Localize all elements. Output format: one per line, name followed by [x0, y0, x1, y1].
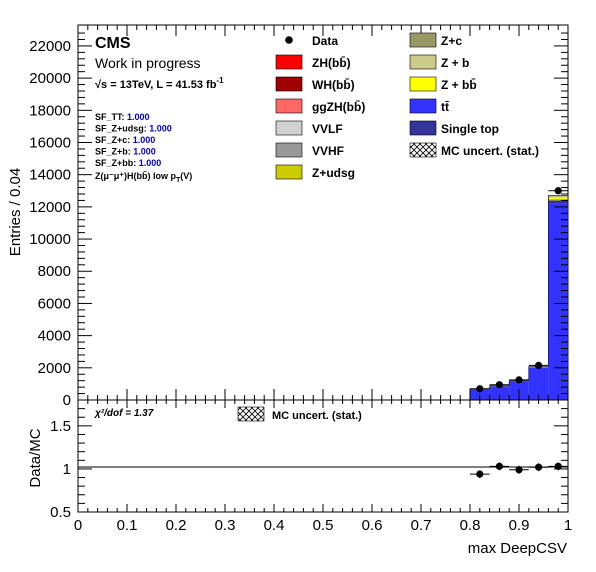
region-label: Z(μ⁻μ⁺)H(bb̄) low pT(V): [95, 171, 192, 184]
bar-4-4: [548, 196, 568, 198]
x-tick-label: 0.5: [313, 517, 334, 534]
chi2-label: χ²/dof = 1.37: [94, 408, 154, 419]
legend-marker: [285, 36, 293, 44]
legend-label: ZH(bb̄): [312, 56, 351, 70]
legend-swatch: [275, 76, 303, 92]
x-axis-title: max DeepCSV: [468, 540, 567, 557]
ratio-points: [470, 462, 568, 479]
legend-swatch: [275, 142, 303, 158]
scale-factor-item: SF_Z+bb: 1.000: [95, 158, 161, 168]
y-tick-label: 20000: [29, 70, 71, 87]
ratio-point-0: [476, 470, 484, 478]
data-point-2: [515, 376, 523, 384]
scale-factor-item: SF_Z+udsg: 1.000: [95, 124, 172, 134]
bar-0-0: [470, 389, 490, 400]
legend-swatch: [409, 76, 437, 92]
bar-0-4: [548, 203, 568, 400]
y-tick-label: 4000: [38, 328, 71, 345]
ratio-point-4: [554, 462, 562, 470]
ratio-point-2: [515, 466, 523, 474]
y-tick-label: 14000: [29, 167, 71, 184]
legend-label: MC uncert. (stat.): [441, 144, 539, 158]
legend-label: Single top: [441, 122, 499, 136]
legend-swatch: [275, 120, 303, 136]
main-x-ticks: [77, 25, 569, 400]
x-tick-label: 0.6: [362, 517, 383, 534]
legend-swatch: [409, 120, 437, 136]
y-tick-label: 22000: [29, 38, 71, 55]
x-tick-label: 0.4: [264, 517, 285, 534]
legend-swatch: [409, 32, 437, 48]
ratio-x-ticks: 0 0.1 0.2 0.3 0.4 0.5 0.6 0.7 0.8 0.9 1: [74, 400, 572, 534]
bar-5-4: [548, 195, 568, 197]
x-tick-label: 0.3: [215, 517, 236, 534]
y-tick-label: 6000: [38, 295, 71, 312]
ratio-y-tick-label: 0.5: [50, 504, 71, 521]
legend-label: Z + bb̄: [441, 78, 477, 92]
status-label: Work in progress: [95, 55, 201, 71]
y-tick-label: 18000: [29, 102, 71, 119]
data-point-0: [476, 385, 484, 393]
ratio-y-ticks: 0.5 1 1.5: [50, 399, 568, 521]
legend-label: tt̄: [441, 100, 449, 114]
legend-swatch: [409, 54, 437, 70]
x-tick-label: 1: [564, 517, 572, 534]
ratio-y-tick-label: 1.5: [50, 418, 71, 435]
y-tick-label: 8000: [38, 263, 71, 280]
ratio-point-3: [535, 463, 543, 471]
legend-swatch: [275, 164, 303, 180]
ratio-y-tick-label: 1: [63, 461, 71, 478]
data-point-4: [554, 187, 562, 195]
bar-2-4: [548, 198, 568, 201]
stacked-histograms: [469, 195, 569, 400]
bar-0-3: [528, 367, 549, 400]
experiment-label: CMS: [95, 35, 131, 52]
y-tick-label: 12000: [29, 199, 71, 216]
y-tick-label: 16000: [29, 134, 71, 151]
y-axis-title: Entries / 0.04: [7, 168, 24, 256]
scale-factor-item: SF_Z+b: 1.000: [95, 147, 156, 157]
legend-label: Data: [312, 34, 338, 48]
x-tick-label: 0.9: [509, 517, 530, 534]
legend-label: Z+udsg: [312, 166, 355, 180]
legend: Data ZH(bb̄) WH(bb̄) ggZH(bb̄) VVLF VVHF Z+uds…: [275, 32, 539, 180]
y-tick-label: 0: [63, 392, 71, 409]
bar-0-1: [489, 386, 510, 400]
data-point-3: [535, 361, 543, 369]
legend-label: ggZH(bb̄): [312, 100, 365, 114]
bar-3-4: [548, 197, 568, 199]
ratio-legend-hatch-icon: [237, 406, 265, 422]
scale-factor-item: SF_TT: 1.000: [95, 112, 150, 122]
data-points: [470, 187, 568, 393]
ratio-y-axis-title: Data/MC: [27, 428, 44, 487]
legend-hatch-swatch: [409, 142, 437, 158]
x-tick-label: 0.8: [460, 517, 481, 534]
legend-label: VVHF: [312, 144, 344, 158]
legend-swatch: [409, 98, 437, 114]
main-y-ticks: 0 2000 4000 6000 8000 10000 12000 14000 16000 180…: [29, 32, 568, 409]
x-tick-label: 0.2: [166, 517, 187, 534]
x-tick-label: 0: [74, 517, 82, 534]
data-point-1: [495, 381, 503, 389]
ratio-legend-label: MC uncert. (stat.): [272, 410, 362, 422]
x-tick-label: 0.1: [117, 517, 138, 534]
scale-factor-item: SF_Z+c: 1.000: [95, 135, 155, 145]
x-tick-label: 0.7: [411, 517, 432, 534]
legend-swatch: [275, 54, 303, 70]
legend-swatch: [275, 98, 303, 114]
legend-label: VVLF: [312, 122, 343, 136]
y-tick-label: 2000: [38, 360, 71, 377]
legend-label: Z+c: [441, 34, 462, 48]
y-tick-label: 10000: [29, 231, 71, 248]
ratio-point-1: [495, 462, 503, 470]
legend-label: WH(bb̄): [312, 78, 355, 92]
legend-label: Z + b: [441, 56, 469, 70]
bar-1-4: [548, 200, 568, 204]
lumi-label: √s = 13TeV, L = 41.53 fb-1: [95, 76, 224, 91]
